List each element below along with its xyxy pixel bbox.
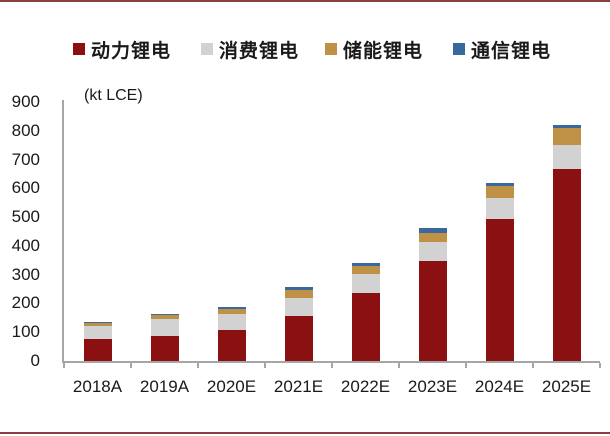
- x-tick-mark: [197, 363, 199, 368]
- x-axis-line: [62, 361, 600, 363]
- bar-segment-2022E-series4: [351, 262, 380, 267]
- bar-segment-2022E-series2: [351, 274, 380, 294]
- x-tick-mark: [264, 363, 266, 368]
- bar-segment-2018A-series2: [83, 325, 112, 340]
- plot-area: [64, 102, 600, 361]
- bar-segment-2018A-series3: [83, 323, 112, 326]
- legend-label: 消费锂电: [219, 40, 300, 62]
- bar-segment-2019A-series4: [150, 314, 179, 316]
- bar-segment-2021E-series2: [284, 297, 313, 316]
- x-category-label: 2018A: [72, 377, 123, 396]
- x-category-label: 2024E: [474, 377, 525, 396]
- legend-item-2: 消费锂电: [201, 38, 300, 62]
- x-tick-mark: [398, 363, 400, 368]
- bar-segment-2025E-series2: [552, 144, 581, 169]
- bar-segment-2024E-series2: [485, 197, 514, 220]
- bar-segment-2025E-series1: [552, 168, 581, 361]
- x-category-label: 2022E: [340, 377, 391, 396]
- y-tick-label: 400: [11, 235, 40, 255]
- bar-segment-2023E-series3: [418, 232, 447, 243]
- bottom-border-line: [0, 432, 610, 434]
- legend-item-1: 动力锂电: [73, 38, 172, 62]
- x-category-label: 2019A: [139, 377, 190, 396]
- legend-swatch-icon: [453, 43, 465, 55]
- legend-swatch-icon: [73, 43, 85, 55]
- x-tick-mark: [532, 363, 534, 368]
- bar-segment-2018A-series1: [83, 339, 112, 361]
- x-tick-mark: [599, 363, 601, 368]
- y-tick-label: 700: [11, 149, 40, 169]
- bar-segment-2019A-series1: [150, 335, 179, 361]
- y-tick-label: 200: [11, 293, 40, 313]
- y-tick-label: 300: [11, 264, 40, 284]
- y-tick-label: 100: [11, 322, 40, 342]
- y-tick-label: 800: [11, 120, 40, 140]
- bar-segment-2022E-series1: [351, 293, 380, 361]
- x-tick-mark: [465, 363, 467, 368]
- x-tick-mark: [331, 363, 333, 368]
- legend-swatch-icon: [325, 43, 337, 55]
- x-category-label: 2023E: [407, 377, 458, 396]
- bar-segment-2025E-series4: [552, 125, 581, 128]
- bar-segment-2018A-series4: [83, 322, 112, 324]
- bar-segment-2024E-series1: [485, 219, 514, 361]
- legend-item-4: 通信锂电: [453, 38, 552, 62]
- x-category-label: 2021E: [273, 377, 324, 396]
- y-tick-label: 900: [11, 92, 40, 111]
- legend-item-3: 储能锂电: [325, 38, 424, 62]
- y-axis-line: [62, 100, 64, 363]
- bar-segment-2023E-series1: [418, 261, 447, 361]
- legend-swatch-icon: [201, 43, 213, 55]
- axis-unit-label: (kt LCE): [84, 87, 143, 104]
- bar-segment-2024E-series4: [485, 183, 514, 187]
- legend-label: 动力锂电: [91, 40, 172, 62]
- bar-segment-2023E-series2: [418, 242, 447, 262]
- bar-segment-2023E-series4: [418, 228, 447, 233]
- x-tick-mark: [130, 363, 132, 368]
- bar-segment-2019A-series2: [150, 319, 179, 336]
- x-category-label: 2020E: [206, 377, 257, 396]
- legend-label: 储能锂电: [343, 40, 424, 62]
- bar-segment-2022E-series3: [351, 266, 380, 275]
- bar-segment-2020E-series1: [217, 329, 246, 361]
- bar-segment-2020E-series2: [217, 313, 246, 330]
- x-tick-mark: [63, 363, 65, 368]
- bar-segment-2020E-series3: [217, 309, 246, 314]
- bar-segment-2019A-series3: [150, 315, 179, 319]
- bar-segment-2020E-series4: [217, 306, 246, 310]
- top-border-line: [0, 0, 610, 2]
- y-tick-label: 500: [11, 207, 40, 227]
- bar-segment-2021E-series3: [284, 289, 313, 298]
- chart-legend: 动力锂电 消费锂电 储能锂电 通信锂电: [0, 38, 610, 62]
- y-tick-label: 0: [30, 351, 40, 370]
- bar-segment-2021E-series1: [284, 315, 313, 361]
- y-tick-label: 600: [11, 178, 40, 198]
- bar-segment-2024E-series3: [485, 186, 514, 198]
- legend-label: 通信锂电: [471, 40, 552, 62]
- bar-segment-2025E-series3: [552, 127, 581, 145]
- bar-segment-2021E-series4: [284, 287, 313, 290]
- x-category-label: 2025E: [541, 377, 592, 396]
